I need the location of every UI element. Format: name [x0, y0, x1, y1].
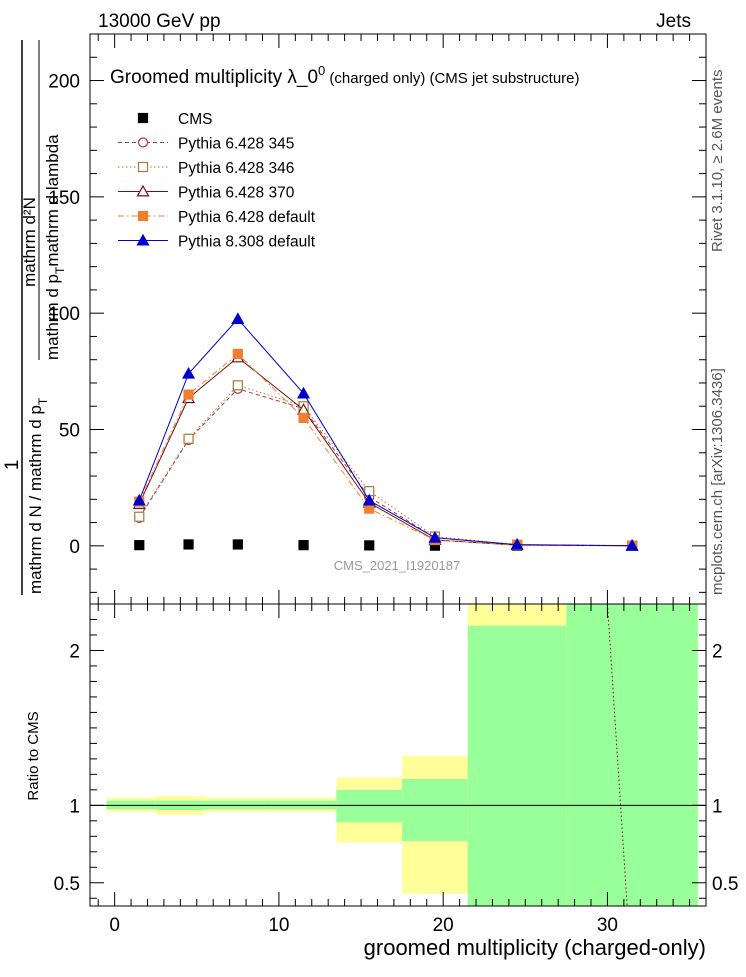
bottom-ytick-label-left: 0.5 — [54, 874, 80, 895]
bottom-frame — [89, 603, 707, 907]
top-ytick-label: 50 — [59, 421, 80, 442]
bottom-xtick-label: 0 — [109, 915, 120, 936]
ratio-lines — [90, 603, 706, 907]
ylabel-inner-top: mathrm d²N — [20, 197, 39, 287]
legend: CMS Pythia 6.428 345 Pythia 6.428 346 Pythi… — [118, 111, 316, 251]
mcplots-label: mcplots.cern.ch [arXiv:1306.3436] — [709, 368, 726, 595]
series-5-point-7 — [625, 538, 639, 551]
series-5-point-2 — [231, 312, 245, 324]
header-right: Jets — [656, 11, 691, 32]
top-ytick-label: 150 — [48, 188, 80, 209]
legend-entry-1: Pythia 6.428 345 — [118, 136, 294, 153]
legend-entry-4: Pythia 6.428 default — [118, 209, 316, 226]
series-0-point-3 — [298, 540, 309, 551]
series-line-2 — [138, 384, 633, 547]
series-5-point-4 — [362, 493, 376, 506]
header-left: 13000 GeV pp — [98, 11, 221, 32]
title-sup: 0 — [318, 63, 325, 78]
bottom-xtick-label: 30 — [597, 915, 618, 936]
legend-marker-1 — [137, 137, 149, 148]
legend-marker-5 — [136, 233, 150, 246]
series-2-point-2 — [232, 380, 243, 391]
series-line-3 — [138, 356, 633, 547]
ratio-series-line — [606, 603, 628, 907]
legend-entry-3: Pythia 6.428 370 — [118, 185, 295, 202]
xlabel: groomed multiplicity (charged-only) — [364, 935, 706, 960]
legend-label-1: Pythia 6.428 345 — [178, 136, 294, 153]
series-0-point-4 — [364, 540, 375, 551]
legend-label-5: Pythia 8.308 default — [178, 234, 316, 251]
top-ylabel: 1 mathrm d N / mathrm d pT mathrm d²N ma… — [2, 40, 67, 595]
title-tail: (charged only) (CMS jet substructure) — [325, 70, 579, 87]
ylabel-denominator: mathrm d N / mathrm d pT — [26, 397, 50, 594]
legend-label-2: Pythia 6.428 346 — [178, 160, 294, 177]
ylabel-numerator: 1 — [2, 460, 23, 471]
legend-label-0: CMS — [178, 111, 212, 128]
series-5-point-3 — [297, 386, 311, 399]
bottom-panel: 0 10 20 30 0.5 0.5 1 1 2 2 Ratio to CMS groomed m… — [25, 603, 738, 960]
series-5 — [132, 312, 639, 551]
series-2-point-0 — [134, 511, 145, 522]
legend-label-3: Pythia 6.428 370 — [178, 185, 295, 202]
top-title: Groomed multiplicity λ_00 (charged only)… — [110, 63, 580, 88]
top-series-group — [132, 312, 639, 551]
legend-label-4: Pythia 6.428 default — [178, 209, 316, 226]
series-1 — [134, 383, 638, 551]
top-ytick-label: 100 — [48, 304, 80, 325]
ylabel-den-text: mathrm d N / mathrm d p — [26, 405, 45, 594]
series-5-point-1 — [182, 366, 196, 379]
top-ytick-label: 0 — [69, 537, 80, 558]
top-ytick-label: 200 — [48, 72, 80, 93]
bottom-ticks: 0 10 20 30 0.5 0.5 1 1 2 2 — [54, 604, 738, 936]
series-line-4 — [138, 353, 633, 547]
legend-entry-0: CMS — [137, 111, 212, 128]
series-4-point-2 — [232, 348, 243, 359]
bottom-ytick-label-right: 1 — [712, 796, 723, 817]
series-2-point-1 — [183, 433, 194, 444]
legend-entry-5: Pythia 8.308 default — [118, 234, 316, 251]
series-0-point-1 — [183, 539, 194, 550]
ratio-ylabel: Ratio to CMS — [25, 711, 42, 800]
series-4 — [134, 348, 638, 551]
rivet-label: Rivet 3.1.10, ≥ 2.6M events — [709, 70, 726, 253]
bottom-xtick-label: 10 — [268, 915, 289, 936]
series-line-5 — [138, 318, 633, 547]
ylabel-den-sub: T — [36, 397, 50, 405]
ratio-inner-band-5 — [402, 779, 468, 841]
series-5-point-5 — [428, 530, 442, 543]
bottom-xtick-label: 20 — [433, 915, 454, 936]
bottom-ytick-label-right: 2 — [712, 641, 723, 662]
series-3 — [132, 350, 639, 551]
series-5-point-6 — [510, 537, 524, 550]
legend-marker-4 — [137, 210, 149, 222]
legend-marker-0 — [137, 112, 149, 124]
ylabel-inner-bottom-text: mathrm d p — [43, 274, 62, 360]
bottom-ytick-label-right: 0.5 — [712, 874, 738, 895]
series-0-point-0 — [134, 540, 145, 551]
ratio-inner-band-4 — [336, 789, 403, 823]
ratio-inner-band-7 — [566, 604, 698, 906]
legend-marker-3 — [136, 184, 150, 197]
series-4-point-1 — [183, 389, 194, 400]
series-5-point-0 — [132, 493, 146, 506]
series-2 — [134, 380, 638, 551]
legend-marker-2 — [137, 161, 149, 173]
ylabel-inner-bottom-tail: mathrm d lambda — [43, 134, 62, 267]
top-ticks: 0 50 100 150 200 — [48, 33, 706, 604]
watermark: CMS_2021_I1920187 — [334, 558, 461, 573]
ratio-inner-band-6 — [467, 625, 567, 906]
ylabel-inner-bottom-sub: T — [53, 266, 67, 274]
bottom-ytick-label-left: 2 — [69, 641, 80, 662]
legend-entry-2: Pythia 6.428 346 — [118, 160, 294, 177]
bottom-ytick-label-left: 1 — [69, 796, 80, 817]
title-main: Groomed multiplicity λ_0 — [110, 67, 318, 88]
ylabel-inner-bottom: mathrm d pTmathrm d lambda — [43, 134, 67, 360]
ratio-bands — [106, 604, 698, 906]
series-4-point-3 — [298, 412, 309, 423]
series-0-point-2 — [232, 539, 243, 550]
